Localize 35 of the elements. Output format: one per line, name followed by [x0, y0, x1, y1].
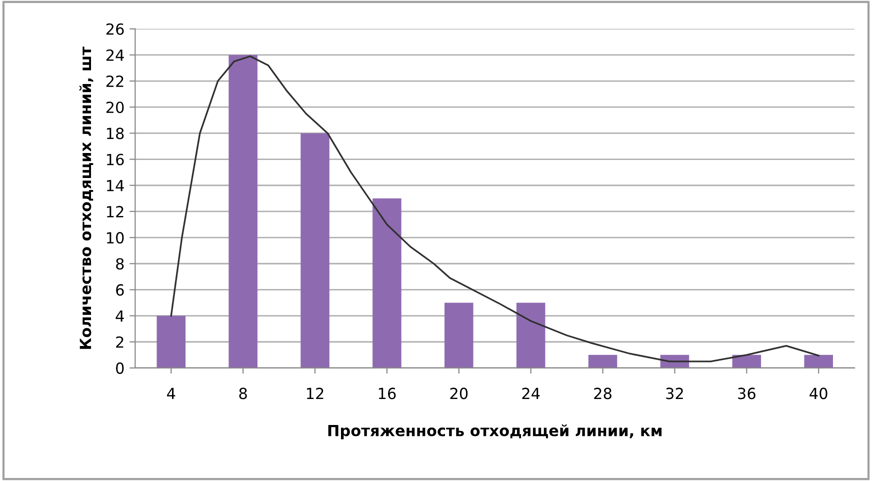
y-tick-label: 14 — [106, 180, 124, 192]
x-tick-label: 40 — [810, 388, 828, 400]
y-axis-title: Количество отходящих линий, шт — [79, 46, 94, 349]
y-tick-label: 20 — [106, 102, 124, 114]
bar — [444, 302, 474, 368]
x-tick-label: 4 — [167, 388, 176, 400]
line-series — [170, 55, 820, 362]
y-tick-label: 26 — [106, 23, 124, 35]
x-axis-title: Протяженность отходящей линии, км — [328, 424, 662, 440]
y-tick-label: 0 — [116, 362, 124, 374]
x-tick-label: 24 — [522, 388, 540, 400]
y-tick-label: 16 — [106, 154, 124, 166]
y-tick-label: 18 — [106, 128, 124, 140]
x-tick-label: 32 — [666, 388, 683, 400]
y-tick-label: 12 — [106, 206, 124, 218]
y-tick-label: 24 — [106, 49, 124, 61]
x-tick-label: 36 — [738, 388, 756, 400]
y-tick-label: 6 — [116, 284, 124, 296]
bar — [804, 354, 833, 368]
bar — [516, 302, 546, 368]
bar — [156, 316, 186, 368]
y-tick-label: 8 — [116, 258, 124, 270]
y-tick-label: 2 — [116, 336, 124, 348]
bar — [372, 198, 402, 368]
x-tick-label: 8 — [239, 388, 247, 400]
y-tick-label: 22 — [106, 75, 124, 87]
bar — [228, 54, 258, 368]
bar — [588, 354, 618, 368]
y-tick-label: 10 — [106, 232, 124, 244]
x-tick-label: 12 — [306, 388, 324, 400]
y-tick-label: 4 — [116, 310, 124, 322]
x-tick-label: 20 — [450, 388, 468, 400]
bar — [300, 133, 330, 368]
x-tick-label: 16 — [378, 388, 396, 400]
x-tick-label: 28 — [594, 388, 612, 400]
